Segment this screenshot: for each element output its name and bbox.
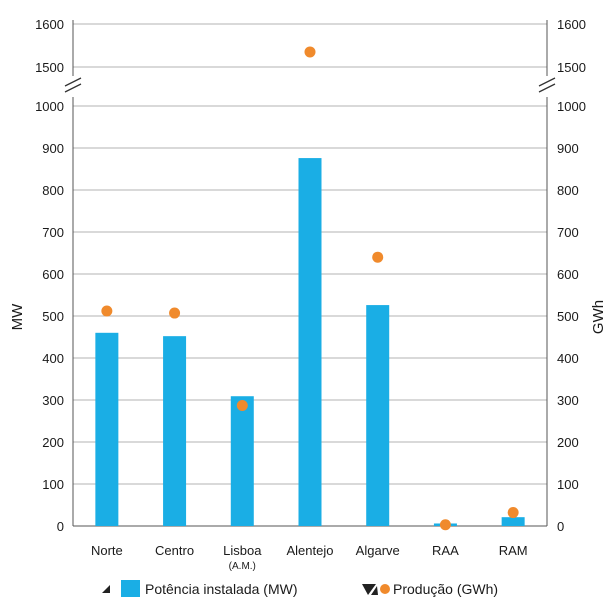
bar xyxy=(163,336,187,526)
dot xyxy=(101,305,113,317)
category-sublabel: (A.M.) xyxy=(229,561,256,572)
bar xyxy=(501,517,525,526)
bar-legend-swatch xyxy=(121,580,140,597)
y-tick-label: 900 xyxy=(42,141,64,156)
dot-legend-label: Produção (GWh) xyxy=(393,581,498,597)
dot xyxy=(304,46,316,58)
y-axis-title: MW xyxy=(9,303,26,330)
y2-axis-title: GWh xyxy=(590,300,607,334)
dot xyxy=(372,251,384,263)
y-tick-label: 700 xyxy=(42,225,64,240)
y-tick-label: 1600 xyxy=(35,17,64,32)
tick-labels: 0 0 100 100 200 200 300 300 400 400 500 500 600 600 70… xyxy=(35,17,586,534)
category-label: RAA xyxy=(432,543,459,558)
y2-tick-label: 0 xyxy=(557,519,564,534)
dot xyxy=(507,507,519,519)
category-labels: Norte Centro Lisboa (A.M.) Alentejo Algarve RA… xyxy=(91,543,528,572)
y2-tick-label: 1600 xyxy=(557,17,586,32)
dot xyxy=(236,399,248,411)
category-label: Centro xyxy=(155,543,194,558)
y2-tick-label: 200 xyxy=(557,435,579,450)
y2-tick-label: 1500 xyxy=(557,60,586,75)
y-tick-label: 600 xyxy=(42,267,64,282)
y-tick-label: 800 xyxy=(42,183,64,198)
y-tick-label: 100 xyxy=(42,477,64,492)
legend: Potência instalada (MW) Produção (GWh) xyxy=(102,580,498,597)
y2-tick-label: 100 xyxy=(557,477,579,492)
y-tick-label: 200 xyxy=(42,435,64,450)
bar xyxy=(298,158,322,526)
y2-tick-label: 700 xyxy=(557,225,579,240)
dot-series xyxy=(101,46,519,531)
y-tick-label: 1000 xyxy=(35,99,64,114)
y-tick-label: 1500 xyxy=(35,60,64,75)
category-label: RAM xyxy=(499,543,528,558)
y-tick-label: 500 xyxy=(42,309,64,324)
y2-tick-label: 300 xyxy=(557,393,579,408)
y-tick-label: 0 xyxy=(57,519,64,534)
category-label: Lisboa xyxy=(223,543,262,558)
y2-tick-label: 1000 xyxy=(557,99,586,114)
y-axis-break-mark xyxy=(64,83,82,93)
y2-axis-break-mark xyxy=(538,83,556,93)
bar-legend-fold-icon xyxy=(102,585,110,593)
y-axis-break-mark xyxy=(64,77,82,87)
y2-tick-label: 400 xyxy=(557,351,579,366)
bar xyxy=(95,332,119,526)
y-tick-label: 400 xyxy=(42,351,64,366)
category-label: Algarve xyxy=(356,543,400,558)
bar xyxy=(366,305,390,526)
y2-tick-label: 900 xyxy=(557,141,579,156)
bar-series xyxy=(95,158,525,526)
line-legend-marker-icon xyxy=(362,584,378,595)
y-tick-label: 300 xyxy=(42,393,64,408)
category-label: Alentejo xyxy=(287,543,334,558)
y2-axis-break-mark xyxy=(538,77,556,87)
dot xyxy=(169,307,181,319)
bar-legend-label: Potência instalada (MW) xyxy=(145,581,298,597)
dot-legend-swatch xyxy=(380,584,390,594)
bar xyxy=(230,396,254,526)
category-label: Norte xyxy=(91,543,123,558)
dot xyxy=(439,519,451,531)
y2-tick-label: 800 xyxy=(557,183,579,198)
y2-tick-label: 600 xyxy=(557,267,579,282)
y2-tick-label: 500 xyxy=(557,309,579,324)
